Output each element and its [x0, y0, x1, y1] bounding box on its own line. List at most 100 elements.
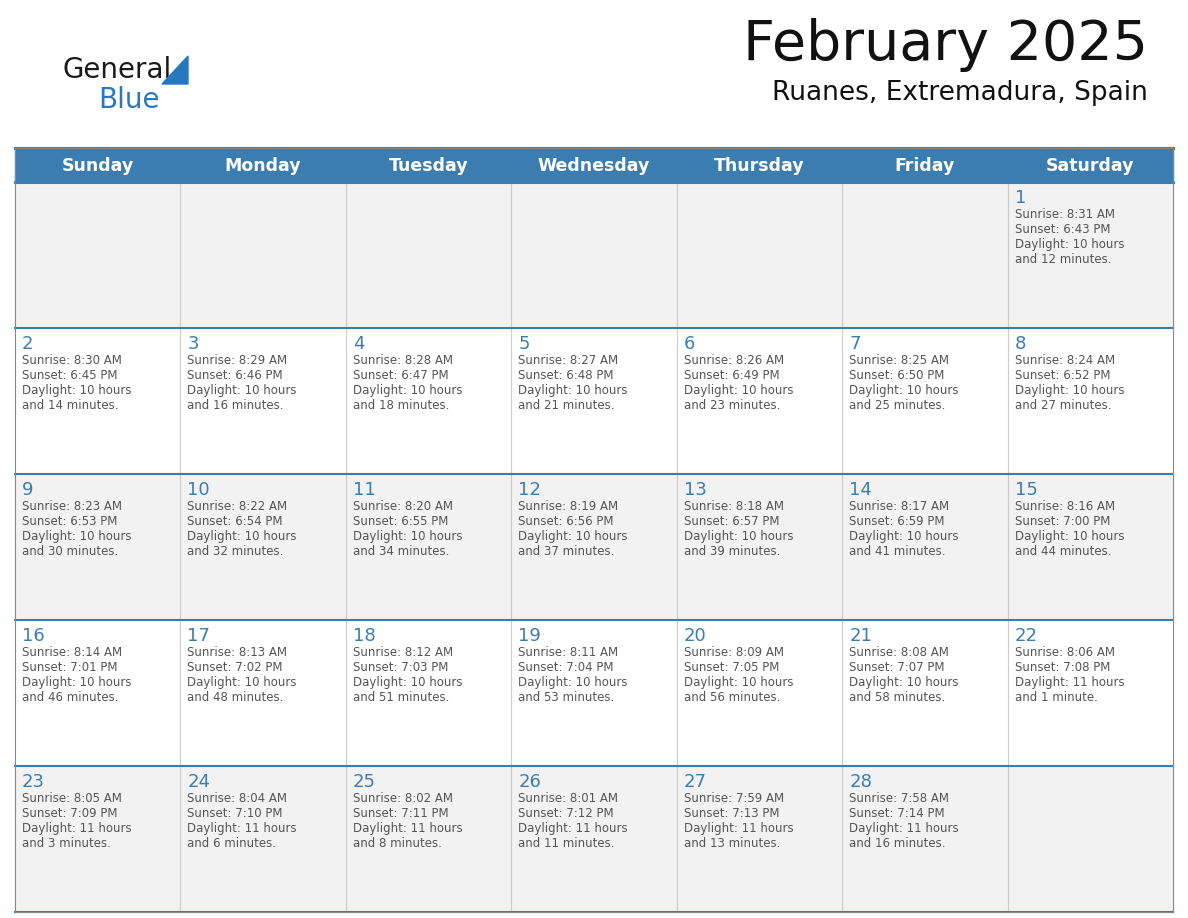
Polygon shape: [162, 56, 188, 84]
Text: Sunrise: 8:19 AM: Sunrise: 8:19 AM: [518, 500, 619, 513]
Text: and 44 minutes.: and 44 minutes.: [1015, 545, 1111, 558]
Text: Sunset: 6:55 PM: Sunset: 6:55 PM: [353, 515, 448, 528]
Text: Daylight: 10 hours: Daylight: 10 hours: [684, 676, 794, 689]
Text: Sunrise: 8:16 AM: Sunrise: 8:16 AM: [1015, 500, 1114, 513]
Bar: [15, 328, 1173, 474]
Text: Wednesday: Wednesday: [538, 157, 650, 175]
Text: Sunset: 7:07 PM: Sunset: 7:07 PM: [849, 661, 944, 674]
Text: General: General: [62, 56, 171, 84]
Text: Sunrise: 8:17 AM: Sunrise: 8:17 AM: [849, 500, 949, 513]
Text: 15: 15: [1015, 481, 1037, 499]
Text: Sunset: 6:54 PM: Sunset: 6:54 PM: [188, 515, 283, 528]
Text: 27: 27: [684, 773, 707, 791]
Text: 1: 1: [1015, 189, 1026, 207]
Text: Sunset: 7:09 PM: Sunset: 7:09 PM: [23, 807, 118, 820]
Text: and 27 minutes.: and 27 minutes.: [1015, 399, 1111, 412]
Text: 11: 11: [353, 481, 375, 499]
Text: and 8 minutes.: and 8 minutes.: [353, 837, 442, 850]
Text: 14: 14: [849, 481, 872, 499]
Text: Daylight: 10 hours: Daylight: 10 hours: [1015, 530, 1124, 543]
Text: Sunset: 6:47 PM: Sunset: 6:47 PM: [353, 369, 449, 382]
Text: and 16 minutes.: and 16 minutes.: [188, 399, 284, 412]
Text: Sunset: 7:12 PM: Sunset: 7:12 PM: [518, 807, 614, 820]
Text: Sunset: 7:10 PM: Sunset: 7:10 PM: [188, 807, 283, 820]
Text: and 1 minute.: and 1 minute.: [1015, 691, 1098, 704]
Text: Sunset: 7:05 PM: Sunset: 7:05 PM: [684, 661, 779, 674]
Text: Sunset: 7:08 PM: Sunset: 7:08 PM: [1015, 661, 1110, 674]
Text: Sunset: 7:03 PM: Sunset: 7:03 PM: [353, 661, 448, 674]
Text: Sunset: 6:48 PM: Sunset: 6:48 PM: [518, 369, 614, 382]
Text: Daylight: 11 hours: Daylight: 11 hours: [188, 822, 297, 835]
Text: Daylight: 10 hours: Daylight: 10 hours: [188, 676, 297, 689]
Text: Daylight: 10 hours: Daylight: 10 hours: [518, 384, 627, 397]
Text: 9: 9: [23, 481, 33, 499]
Text: Daylight: 11 hours: Daylight: 11 hours: [23, 822, 132, 835]
Text: and 39 minutes.: and 39 minutes.: [684, 545, 781, 558]
Text: Daylight: 10 hours: Daylight: 10 hours: [188, 384, 297, 397]
Text: Sunset: 7:13 PM: Sunset: 7:13 PM: [684, 807, 779, 820]
Text: Sunrise: 7:59 AM: Sunrise: 7:59 AM: [684, 792, 784, 805]
Text: 2: 2: [23, 335, 33, 353]
Text: and 53 minutes.: and 53 minutes.: [518, 691, 614, 704]
Text: Sunset: 6:45 PM: Sunset: 6:45 PM: [23, 369, 118, 382]
Text: Daylight: 10 hours: Daylight: 10 hours: [353, 676, 462, 689]
Text: Daylight: 10 hours: Daylight: 10 hours: [23, 530, 132, 543]
Text: 17: 17: [188, 627, 210, 645]
Text: 20: 20: [684, 627, 707, 645]
Text: Daylight: 10 hours: Daylight: 10 hours: [684, 530, 794, 543]
Bar: [15, 620, 1173, 766]
Bar: [15, 474, 1173, 620]
Text: and 13 minutes.: and 13 minutes.: [684, 837, 781, 850]
Text: 22: 22: [1015, 627, 1037, 645]
Text: Sunset: 6:43 PM: Sunset: 6:43 PM: [1015, 223, 1110, 236]
Text: Sunset: 6:46 PM: Sunset: 6:46 PM: [188, 369, 283, 382]
Text: Sunrise: 8:24 AM: Sunrise: 8:24 AM: [1015, 354, 1114, 367]
Text: Daylight: 10 hours: Daylight: 10 hours: [518, 676, 627, 689]
Text: and 18 minutes.: and 18 minutes.: [353, 399, 449, 412]
Text: and 30 minutes.: and 30 minutes.: [23, 545, 119, 558]
Bar: [15, 182, 1173, 328]
Text: Daylight: 11 hours: Daylight: 11 hours: [518, 822, 628, 835]
Text: Daylight: 11 hours: Daylight: 11 hours: [849, 822, 959, 835]
Text: Sunrise: 8:08 AM: Sunrise: 8:08 AM: [849, 646, 949, 659]
Text: 5: 5: [518, 335, 530, 353]
Text: Daylight: 10 hours: Daylight: 10 hours: [684, 384, 794, 397]
Text: 6: 6: [684, 335, 695, 353]
Text: Sunset: 7:00 PM: Sunset: 7:00 PM: [1015, 515, 1110, 528]
Text: Daylight: 10 hours: Daylight: 10 hours: [849, 384, 959, 397]
Text: Sunset: 7:04 PM: Sunset: 7:04 PM: [518, 661, 614, 674]
Text: Sunset: 7:01 PM: Sunset: 7:01 PM: [23, 661, 118, 674]
Text: 12: 12: [518, 481, 542, 499]
Text: and 56 minutes.: and 56 minutes.: [684, 691, 781, 704]
Text: and 21 minutes.: and 21 minutes.: [518, 399, 614, 412]
Text: 19: 19: [518, 627, 542, 645]
Text: and 11 minutes.: and 11 minutes.: [518, 837, 614, 850]
Text: Sunrise: 8:01 AM: Sunrise: 8:01 AM: [518, 792, 618, 805]
Text: 28: 28: [849, 773, 872, 791]
Text: 18: 18: [353, 627, 375, 645]
Text: 10: 10: [188, 481, 210, 499]
Text: Sunrise: 8:02 AM: Sunrise: 8:02 AM: [353, 792, 453, 805]
Text: February 2025: February 2025: [742, 18, 1148, 72]
Text: 13: 13: [684, 481, 707, 499]
Text: Thursday: Thursday: [714, 157, 804, 175]
Text: and 23 minutes.: and 23 minutes.: [684, 399, 781, 412]
Text: and 41 minutes.: and 41 minutes.: [849, 545, 946, 558]
Text: Sunset: 7:02 PM: Sunset: 7:02 PM: [188, 661, 283, 674]
Text: Tuesday: Tuesday: [388, 157, 468, 175]
Text: Sunrise: 8:31 AM: Sunrise: 8:31 AM: [1015, 208, 1114, 221]
Text: Daylight: 10 hours: Daylight: 10 hours: [353, 384, 462, 397]
Text: Daylight: 10 hours: Daylight: 10 hours: [23, 384, 132, 397]
Text: 23: 23: [23, 773, 45, 791]
Text: Daylight: 10 hours: Daylight: 10 hours: [23, 676, 132, 689]
Text: Sunrise: 8:28 AM: Sunrise: 8:28 AM: [353, 354, 453, 367]
Text: and 3 minutes.: and 3 minutes.: [23, 837, 110, 850]
Text: Sunrise: 8:20 AM: Sunrise: 8:20 AM: [353, 500, 453, 513]
Text: and 12 minutes.: and 12 minutes.: [1015, 253, 1111, 266]
Text: Daylight: 11 hours: Daylight: 11 hours: [353, 822, 462, 835]
Text: 16: 16: [23, 627, 45, 645]
Text: Daylight: 10 hours: Daylight: 10 hours: [849, 530, 959, 543]
Text: Sunset: 6:53 PM: Sunset: 6:53 PM: [23, 515, 118, 528]
Bar: [15, 148, 1173, 182]
Text: Sunrise: 8:13 AM: Sunrise: 8:13 AM: [188, 646, 287, 659]
